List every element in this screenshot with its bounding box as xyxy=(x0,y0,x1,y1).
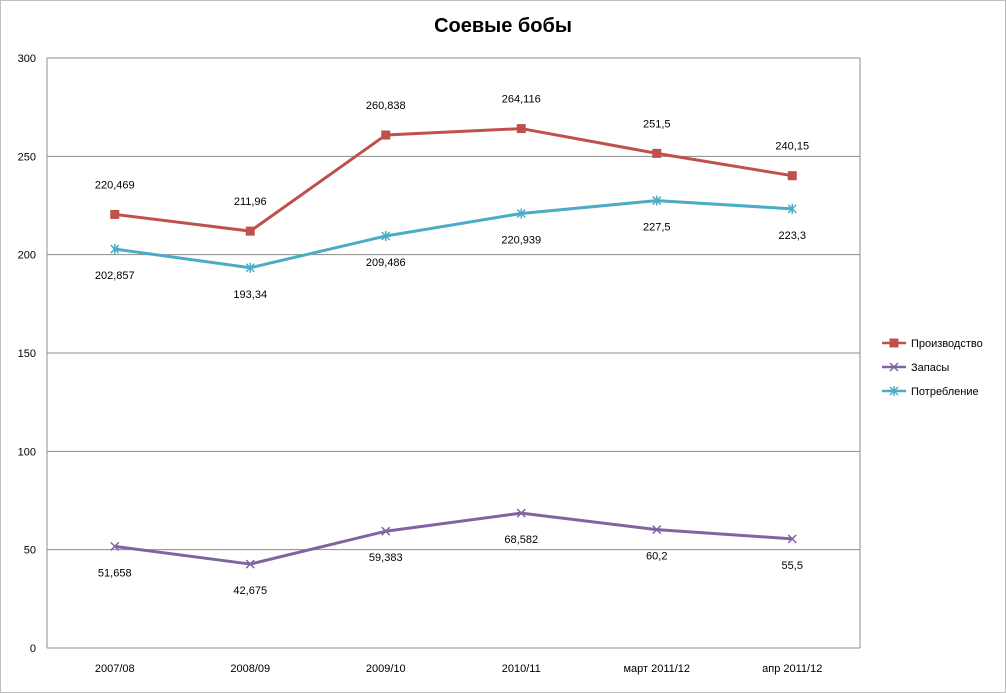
y-tick-label: 0 xyxy=(30,643,36,655)
data-point xyxy=(110,244,120,255)
data-point xyxy=(245,262,255,273)
data-label: 68,582 xyxy=(504,534,538,546)
data-label: 240,15 xyxy=(775,141,809,153)
data-label: 55,5 xyxy=(782,560,803,572)
legend-label: Потребление xyxy=(911,386,979,398)
data-point xyxy=(516,124,526,134)
legend-marker xyxy=(889,362,899,372)
data-label: 220,469 xyxy=(95,179,135,191)
data-point xyxy=(787,171,797,181)
x-tick-label: 2010/11 xyxy=(502,663,541,675)
y-tick-label: 200 xyxy=(18,250,36,262)
y-tick-label: 50 xyxy=(24,545,36,557)
data-label: 264,116 xyxy=(502,94,541,106)
legend-label: Производство xyxy=(911,338,983,350)
data-point xyxy=(381,130,391,140)
x-tick-label: март 2011/12 xyxy=(623,663,690,675)
series-line-1 xyxy=(114,511,793,566)
y-tick-label: 150 xyxy=(18,348,36,360)
data-label: 223,3 xyxy=(778,230,806,242)
data-point xyxy=(652,525,662,535)
y-tick-label: 300 xyxy=(18,53,36,65)
x-tick-label: 2007/08 xyxy=(95,663,135,675)
data-label: 42,675 xyxy=(233,585,267,597)
data-point xyxy=(516,208,526,219)
data-point xyxy=(245,226,255,236)
legend-marker xyxy=(889,338,899,348)
data-point xyxy=(245,559,255,569)
data-label: 60,2 xyxy=(646,551,667,563)
data-label: 227,5 xyxy=(643,222,671,234)
data-point xyxy=(516,508,526,518)
data-label: 251,5 xyxy=(643,118,671,130)
series-line-0 xyxy=(114,127,793,233)
data-label: 260,838 xyxy=(366,100,406,112)
data-label: 193,34 xyxy=(233,289,267,301)
data-point xyxy=(110,209,120,219)
x-tick-label: 2009/10 xyxy=(366,663,406,675)
data-point xyxy=(652,148,662,158)
legend-marker xyxy=(889,386,899,396)
data-point xyxy=(652,195,662,206)
legend-label: Запасы xyxy=(911,362,949,374)
y-tick-label: 100 xyxy=(18,446,36,458)
data-point xyxy=(381,526,391,536)
data-label: 202,857 xyxy=(95,270,135,282)
data-label: 51,658 xyxy=(98,567,132,579)
data-label: 211,96 xyxy=(234,196,267,208)
chart-title: Соевые бобы xyxy=(434,15,572,37)
data-label: 59,383 xyxy=(369,552,403,564)
data-point xyxy=(110,541,120,551)
data-point xyxy=(787,534,797,544)
data-point xyxy=(787,203,797,214)
y-tick-label: 250 xyxy=(18,151,36,163)
data-point xyxy=(381,231,391,242)
series-line-2 xyxy=(114,199,793,270)
x-tick-label: 2008/09 xyxy=(230,663,270,675)
data-label: 209,486 xyxy=(366,257,406,269)
data-label: 220,939 xyxy=(501,234,541,246)
x-tick-label: апр 2011/12 xyxy=(762,663,822,675)
